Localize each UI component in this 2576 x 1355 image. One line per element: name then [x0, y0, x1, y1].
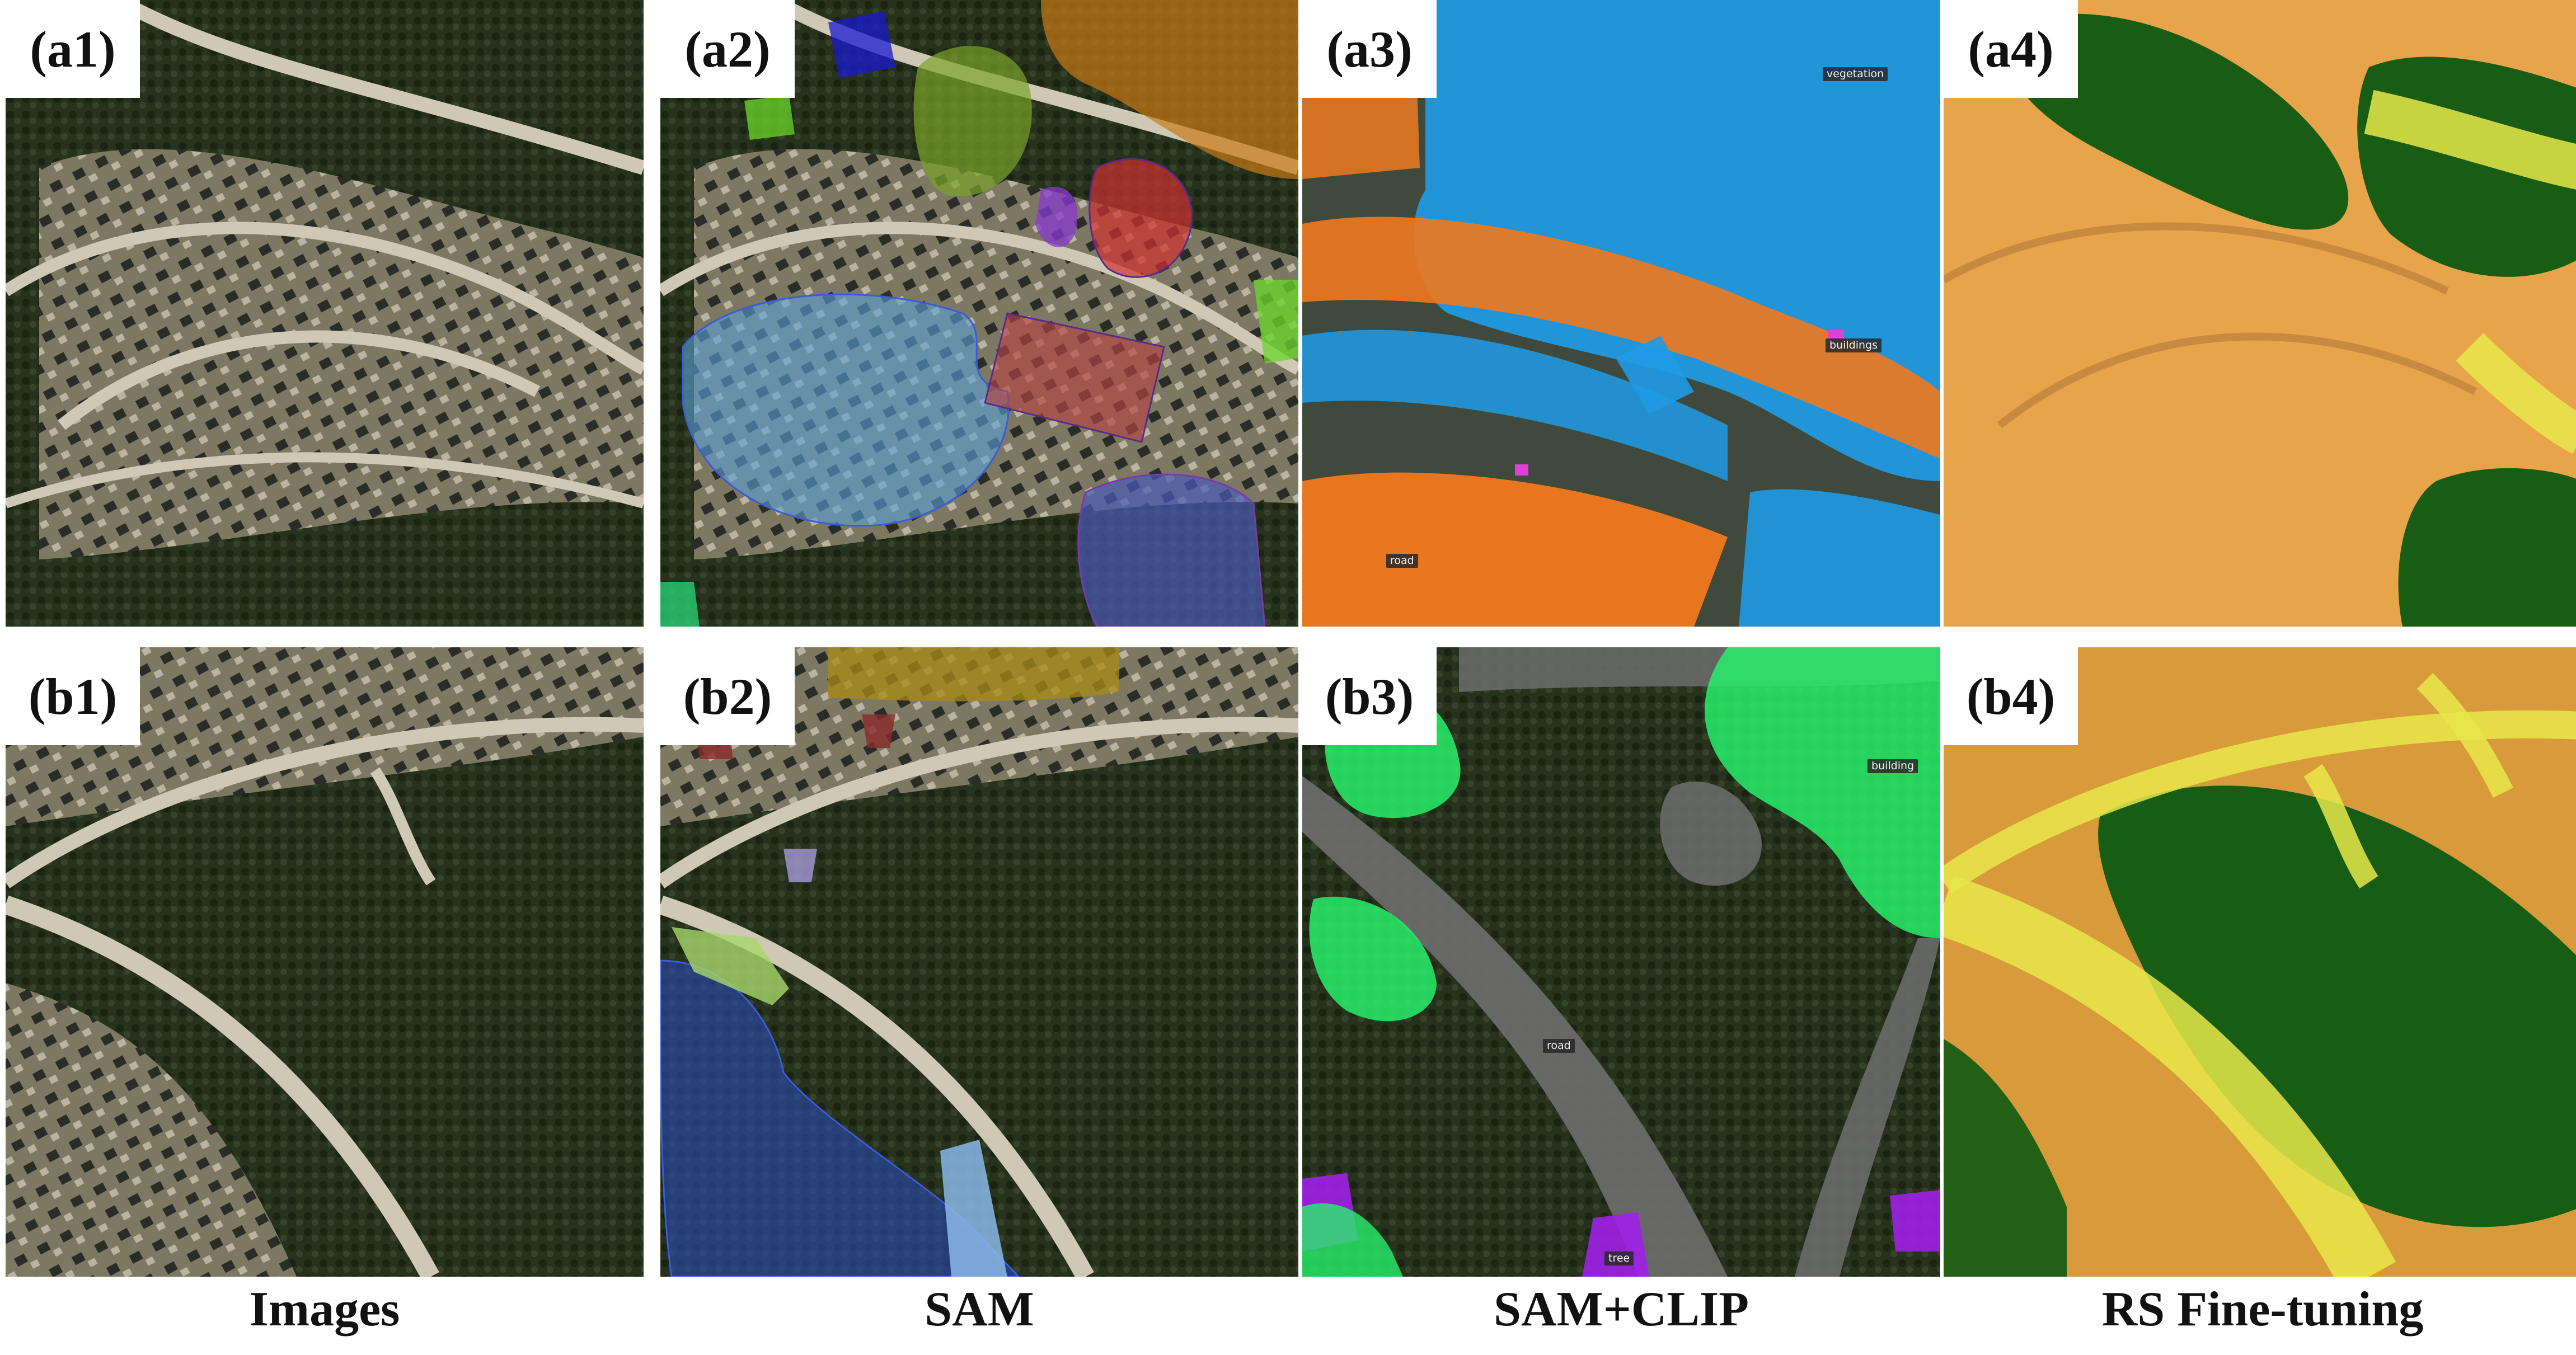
panel-label-a1: (a1) — [6, 0, 140, 98]
panel-a2: (a2) — [660, 0, 1298, 627]
sam-mask-a2 — [660, 0, 1298, 627]
panel-a1: (a1) — [6, 0, 644, 627]
panel-b1: (b1) — [6, 647, 644, 1277]
segment-label-road: road — [1386, 554, 1418, 568]
sam-mask-b2 — [660, 647, 1298, 1277]
caption-images: Images — [249, 1282, 400, 1337]
panel-label-b3: (b3) — [1302, 647, 1437, 745]
caption-rs-fine-tuning: RS Fine-tuning — [2101, 1282, 2424, 1337]
caption-sam: SAM — [925, 1282, 1034, 1337]
panel-label-a2: (a2) — [660, 0, 795, 98]
rs-finetune-mask-b4 — [1944, 647, 2576, 1277]
panel-b4: (b4) — [1944, 647, 2576, 1277]
panel-label-b1: (b1) — [6, 647, 140, 745]
sam-clip-mask-b3 — [1302, 647, 1940, 1277]
panel-a4: (a4) — [1944, 0, 2576, 627]
segment-label-building: building — [1868, 759, 1918, 773]
panel-b3: building road tree (b3) — [1302, 647, 1940, 1277]
segment-label-tree: tree — [1604, 1252, 1634, 1265]
aerial-image-a1 — [6, 0, 644, 627]
segment-label-road: road — [1543, 1039, 1575, 1053]
panel-b2: (b2) — [660, 647, 1298, 1277]
segment-label-vegetation: vegetation — [1823, 67, 1888, 81]
panel-label-b2: (b2) — [660, 647, 795, 745]
segment-label-buildings: buildings — [1826, 338, 1882, 352]
rs-finetune-mask-a4 — [1944, 0, 2576, 627]
aerial-image-b1 — [6, 647, 644, 1277]
panel-label-b4: (b4) — [1944, 647, 2078, 745]
caption-sam-clip: SAM+CLIP — [1494, 1282, 1749, 1337]
panel-label-a4: (a4) — [1944, 0, 2078, 98]
panel-a3: vegetation buildings road (a3) — [1302, 0, 1940, 627]
panel-label-a3: (a3) — [1302, 0, 1437, 98]
